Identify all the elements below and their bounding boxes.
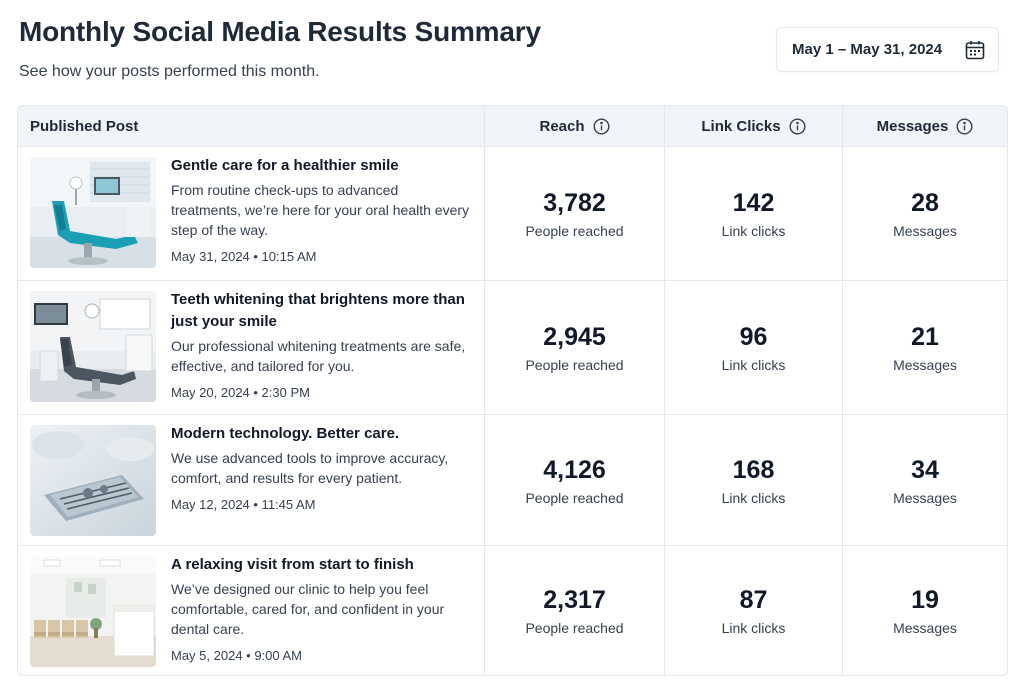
messages-cell: 34 Messages bbox=[843, 415, 1007, 545]
post-title[interactable]: Gentle care for a healthier smile bbox=[171, 157, 399, 174]
reach-label: People reached bbox=[525, 489, 624, 506]
dental-instruments-photo[interactable] bbox=[30, 425, 156, 536]
post-title[interactable]: Modern technology. Better care. bbox=[171, 425, 400, 442]
link-clicks-value: 142 bbox=[732, 189, 775, 217]
link-clicks-label: Link clicks bbox=[721, 357, 786, 373]
messages-cell: 28 Messages bbox=[843, 147, 1007, 280]
link-clicks-value: 87 bbox=[739, 586, 768, 614]
date-range-label: May 1 – May 31, 2024 bbox=[792, 41, 943, 58]
link-clicks-label: Link clicks bbox=[721, 489, 786, 506]
reach-value: 3,782 bbox=[543, 189, 606, 217]
link-clicks-label: Link clicks bbox=[721, 223, 786, 239]
post-cell: Modern technology. Better care. We use a… bbox=[18, 415, 485, 545]
post-date: May 5, 2024 • 9:00 AM bbox=[171, 648, 303, 663]
messages-value: 34 bbox=[911, 455, 939, 484]
column-header-messages-label: Messages bbox=[876, 117, 949, 135]
calendar-icon bbox=[964, 39, 986, 61]
link-clicks-label: Link clicks bbox=[721, 620, 786, 636]
reach-value: 2,317 bbox=[543, 586, 606, 614]
column-header-link-clicks-label: Link Clicks bbox=[701, 117, 781, 135]
post-description: Our professional whitening treatments ar… bbox=[171, 338, 466, 374]
post-cell: A relaxing visit from start to finish We… bbox=[18, 546, 485, 675]
post-date: May 12, 2024 • 11:45 AM bbox=[171, 497, 316, 512]
messages-cell: 19 Messages bbox=[843, 546, 1007, 675]
reach-cell: 2,317 People reached bbox=[485, 546, 665, 675]
page-subtitle: See how your posts performed this month. bbox=[19, 63, 320, 80]
link-clicks-cell: 168 Link clicks bbox=[665, 415, 843, 545]
results-table: Published Post Reach Link Clicks Message… bbox=[17, 105, 1008, 676]
messages-label: Messages bbox=[893, 620, 957, 636]
link-clicks-cell: 87 Link clicks bbox=[665, 546, 843, 675]
column-header-reach: Reach bbox=[485, 106, 665, 146]
post-description: From routine check-ups to advanced treat… bbox=[171, 182, 470, 238]
post-cell: Gentle care for a healthier smile From r… bbox=[18, 147, 485, 280]
messages-label: Messages bbox=[893, 489, 957, 506]
post-date: May 20, 2024 • 2:30 PM bbox=[171, 385, 310, 400]
reach-value: 4,126 bbox=[543, 455, 606, 484]
reach-info-icon[interactable] bbox=[593, 117, 610, 135]
date-range-picker[interactable]: May 1 – May 31, 2024 bbox=[776, 27, 999, 72]
post-cell: Teeth whitening that brightens more than… bbox=[18, 281, 485, 414]
messages-value: 21 bbox=[911, 323, 939, 351]
link-clicks-value: 96 bbox=[739, 323, 768, 351]
messages-info-icon[interactable] bbox=[956, 117, 973, 135]
table-row: Modern technology. Better care. We use a… bbox=[18, 415, 1007, 546]
link-clicks-info-icon[interactable] bbox=[789, 117, 806, 135]
waiting-room-photo[interactable] bbox=[30, 556, 156, 667]
link-clicks-value: 168 bbox=[732, 455, 775, 484]
messages-label: Messages bbox=[893, 223, 957, 239]
post-title[interactable]: A relaxing visit from start to finish bbox=[171, 556, 414, 573]
table-row: Gentle care for a healthier smile From r… bbox=[18, 147, 1007, 281]
messages-value: 19 bbox=[911, 586, 939, 614]
page-title: Monthly Social Media Results Summary bbox=[19, 16, 541, 47]
post-description: We use advanced tools to improve accurac… bbox=[171, 450, 449, 486]
table-row: A relaxing visit from start to finish We… bbox=[18, 546, 1007, 675]
column-header-messages: Messages bbox=[843, 106, 1007, 146]
reach-label: People reached bbox=[525, 620, 624, 636]
reach-value: 2,945 bbox=[543, 323, 606, 351]
treatment-room-photo[interactable] bbox=[30, 291, 156, 402]
column-header-post-label: Published Post bbox=[30, 117, 139, 135]
reach-label: People reached bbox=[525, 223, 624, 239]
link-clicks-cell: 96 Link clicks bbox=[665, 281, 843, 414]
post-description: We’ve designed our clinic to help you fe… bbox=[171, 581, 445, 637]
column-header-reach-label: Reach bbox=[539, 117, 585, 135]
reach-label: People reached bbox=[525, 357, 624, 373]
link-clicks-cell: 142 Link clicks bbox=[665, 147, 843, 280]
reach-cell: 4,126 People reached bbox=[485, 415, 665, 545]
column-header-post: Published Post bbox=[18, 106, 485, 146]
reach-cell: 2,945 People reached bbox=[485, 281, 665, 414]
post-date: May 31, 2024 • 10:15 AM bbox=[171, 249, 317, 264]
reach-cell: 3,782 People reached bbox=[485, 147, 665, 280]
post-title[interactable]: Teeth whitening that brightens more than… bbox=[171, 291, 465, 330]
messages-cell: 21 Messages bbox=[843, 281, 1007, 414]
table-header: Published Post Reach Link Clicks Message… bbox=[18, 106, 1007, 147]
messages-label: Messages bbox=[893, 357, 957, 373]
dental-chair-photo[interactable] bbox=[30, 157, 156, 268]
table-row: Teeth whitening that brightens more than… bbox=[18, 281, 1007, 415]
messages-value: 28 bbox=[911, 189, 939, 217]
column-header-link-clicks: Link Clicks bbox=[665, 106, 843, 146]
